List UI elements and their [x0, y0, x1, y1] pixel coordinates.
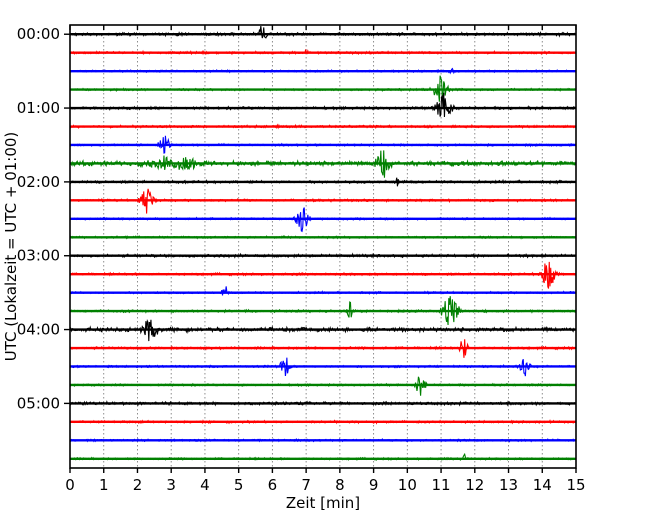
x-tick-label: 15: [566, 476, 585, 494]
axes-frame: [69, 24, 577, 469]
x-axis-title: Zeit [min]: [286, 494, 360, 512]
x-tick-label: 9: [369, 476, 379, 494]
x-tick-label: 2: [133, 476, 143, 494]
trace-05-45: [69, 452, 577, 462]
x-tick-label: 8: [335, 476, 345, 494]
trace-04-30: [69, 357, 576, 377]
trace-00-00: [69, 25, 577, 39]
trace-01-15: [69, 123, 577, 130]
trace-03-45: [69, 296, 577, 326]
trace-04-00: [69, 318, 577, 342]
gridlines: [103, 25, 543, 468]
y-tick-label: 01:00: [17, 99, 60, 117]
x-tick-label: 4: [200, 476, 210, 494]
trace-01-30: [69, 135, 577, 154]
y-axis-title: UTC (Lokalzeit = UTC + 01:00): [2, 132, 20, 362]
y-tick-label: 00:00: [17, 25, 60, 43]
x-tick-label: 5: [234, 476, 244, 494]
x-tick-label: 12: [465, 476, 484, 494]
x-tick-label: 3: [166, 476, 176, 494]
trace-lines: [69, 25, 577, 462]
trace-03-00: [69, 252, 577, 259]
x-tick-label: 1: [99, 476, 109, 494]
y-tick-label: 04:00: [17, 321, 60, 339]
x-axis-ticks: 0 1 2 3 4 5 6 7 8 9 10 11 12 13 14 15: [65, 25, 586, 494]
trace-waveform: [69, 376, 577, 396]
trace-01-45: [69, 150, 577, 178]
x-tick-label: 6: [268, 476, 278, 494]
trace-05-00: [69, 400, 577, 407]
trace-00-45: [69, 75, 577, 102]
trace-03-30: [69, 286, 577, 296]
y-tick-label: 05:00: [17, 394, 60, 412]
y-tick-label: 02:00: [17, 173, 60, 191]
trace-waveform: [69, 92, 577, 117]
trace-waveform: [69, 25, 577, 39]
y-axis-ticks: 00:00 01:00 02:00 03:00 04:00 05:00: [17, 25, 70, 412]
axis-labels: Zeit [min] UTC (Lokalzeit = UTC + 01:00): [2, 132, 360, 512]
trace-05-30: [69, 437, 577, 443]
x-tick-label: 10: [398, 476, 417, 494]
x-tick-label: 13: [499, 476, 518, 494]
trace-02-15: [69, 188, 577, 214]
x-tick-label: 0: [65, 476, 75, 494]
trace-02-30: [69, 207, 577, 233]
trace-02-00: [69, 177, 577, 187]
trace-02-45: [69, 235, 577, 240]
trace-03-15: [69, 261, 577, 289]
plot-border: [69, 24, 577, 469]
x-tick-label: 7: [301, 476, 311, 494]
y-tick-label: 03:00: [17, 247, 60, 265]
trace-04-45: [69, 376, 577, 396]
trace-00-30: [69, 67, 577, 75]
trace-04-15: [69, 339, 577, 358]
trace-00-15: [69, 49, 577, 56]
trace-05-15: [70, 419, 577, 425]
trace-01-00: [69, 92, 577, 117]
trace-waveform: [69, 286, 577, 296]
x-tick-label: 11: [432, 476, 451, 494]
x-tick-label: 14: [533, 476, 552, 494]
